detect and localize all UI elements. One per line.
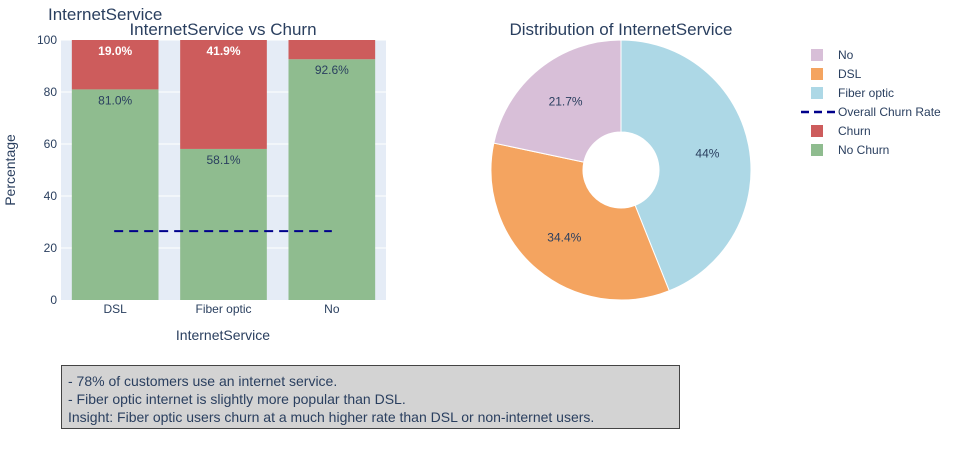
- bar-data-label: 81.0%: [98, 93, 132, 107]
- y-axis-ticks: 0 20 40 60 80 100: [37, 33, 57, 307]
- x-tick-label: No: [324, 302, 340, 316]
- bar-churn: [180, 40, 267, 149]
- pie-slices: [490, 39, 752, 301]
- bar-no-churn: [288, 59, 376, 300]
- y-tick-label: 80: [44, 85, 58, 99]
- pie-slice-label: 21.7%: [549, 95, 583, 109]
- legend-label: Overall Churn Rate: [838, 105, 941, 119]
- bar-data-label: 19.0%: [98, 44, 132, 58]
- bar-chart-title: InternetService vs Churn: [129, 20, 316, 39]
- legend-swatch: [811, 68, 823, 80]
- note-line: - 78% of customers use an internet servi…: [68, 373, 338, 389]
- bar-data-label: 41.9%: [206, 44, 240, 58]
- y-tick-label: 20: [44, 241, 58, 255]
- y-tick-label: 60: [44, 137, 58, 151]
- y-tick-label: 0: [50, 293, 57, 307]
- legend-swatch: [811, 87, 823, 99]
- bar-churn: [288, 40, 376, 60]
- pie-slice-label: 34.4%: [547, 230, 581, 244]
- pie-chart-title: Distribution of InternetService: [510, 20, 733, 39]
- legend: No DSL Fiber optic Overall Churn Rate Churn N…: [801, 48, 941, 157]
- y-tick-label: 100: [37, 33, 57, 47]
- x-tick-label: DSL: [103, 302, 127, 316]
- bar-no-churn: [180, 148, 267, 300]
- pie-chart: Distribution of InternetService 44% 34.4%…: [490, 20, 752, 301]
- legend-swatch: [811, 49, 823, 61]
- bar-chart: InternetService vs Churn 0 20 40 60 80 100 81…: [2, 20, 386, 343]
- x-axis-label: InternetService: [176, 327, 270, 343]
- bar-data-label: 92.6%: [315, 63, 349, 77]
- legend-label: DSL: [838, 67, 862, 81]
- figure-title: InternetService: [48, 5, 162, 24]
- pie-labels: 44% 34.4% 21.7%: [547, 95, 719, 245]
- bar-no-churn: [71, 89, 159, 301]
- legend-label: Churn: [838, 124, 871, 138]
- y-tick-label: 40: [44, 189, 58, 203]
- legend-swatch: [811, 144, 823, 156]
- legend-label: No Churn: [838, 143, 889, 157]
- legend-label: No: [838, 48, 854, 62]
- pie-slice: [620, 39, 752, 292]
- note-line: Insight: Fiber optic users churn at a mu…: [68, 409, 595, 425]
- pie-slice: [493, 39, 622, 163]
- y-axis-label: Percentage: [2, 134, 18, 206]
- insight-notes: - 78% of customers use an internet servi…: [61, 365, 680, 429]
- legend-label: Fiber optic: [838, 86, 894, 100]
- pie-slice: [490, 142, 670, 301]
- bar-series: 81.0% 19.0% 58.1% 41.9% 92.6%: [71, 40, 376, 301]
- x-axis-ticks: DSL Fiber optic No: [103, 302, 339, 316]
- pie-slice-label: 44%: [695, 146, 719, 160]
- x-tick-label: Fiber optic: [195, 302, 251, 316]
- bar-churn: [71, 40, 159, 90]
- legend-swatch: [811, 125, 823, 137]
- note-line: - Fiber optic internet is slightly more …: [68, 391, 406, 407]
- bar-data-label: 58.1%: [206, 153, 240, 167]
